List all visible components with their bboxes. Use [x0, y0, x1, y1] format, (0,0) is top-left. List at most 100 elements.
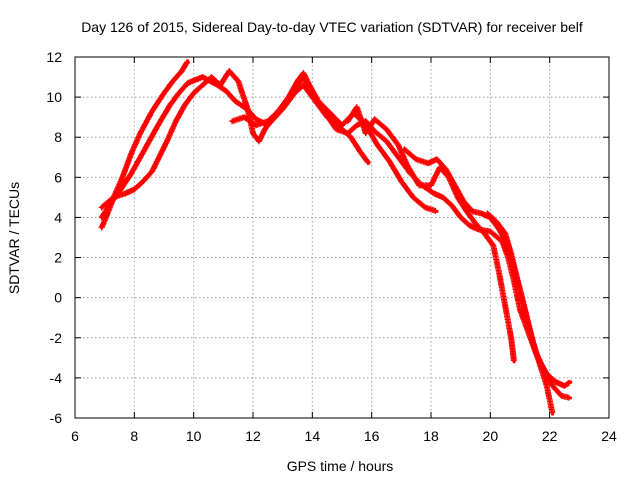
data-point [396, 155, 400, 159]
x-tick-label: 24 [601, 428, 617, 444]
data-point [245, 105, 249, 109]
data-point [373, 129, 377, 133]
data-point [542, 368, 546, 372]
data-point [441, 195, 445, 199]
data-point [435, 209, 439, 213]
data-point [551, 412, 555, 416]
data-point [177, 91, 181, 95]
data-point [355, 105, 359, 109]
data-point [491, 243, 495, 248]
y-tick-label: 2 [54, 250, 62, 266]
data-point [512, 360, 516, 364]
data-point [266, 119, 270, 123]
data-point [132, 187, 136, 191]
data-point [435, 157, 439, 161]
data-point [479, 211, 483, 215]
series-track-2 [98, 74, 371, 221]
x-tick-label: 18 [423, 428, 439, 444]
data-point [568, 396, 573, 400]
data-point [364, 131, 368, 135]
data-point [402, 147, 406, 151]
data-point [411, 195, 415, 199]
data-point [192, 91, 196, 95]
data-point [545, 384, 549, 388]
data-point [171, 79, 175, 83]
data-point [334, 127, 338, 131]
data-point [349, 135, 353, 139]
data-point [399, 179, 403, 183]
data-point [468, 223, 472, 228]
data-point [527, 324, 531, 328]
data-point [218, 83, 222, 87]
x-tick-label: 10 [186, 428, 202, 444]
series-markers [98, 74, 371, 221]
plot-frame [74, 56, 610, 419]
data-point [328, 111, 332, 115]
data-point [129, 151, 133, 155]
data-point [384, 127, 389, 131]
data-point [355, 123, 359, 127]
x-tick-label: 8 [130, 428, 138, 444]
data-point [482, 231, 486, 236]
data-point [209, 75, 214, 79]
data-point [340, 123, 344, 127]
data-point [123, 191, 127, 195]
series-track-5 [344, 104, 517, 364]
data-point [423, 205, 427, 209]
data-point [186, 81, 190, 85]
data-point [129, 171, 133, 175]
x-tick-label: 6 [71, 428, 79, 444]
data-point [405, 163, 409, 167]
data-point [310, 91, 314, 95]
data-point [186, 59, 190, 63]
y-tick-label: 8 [54, 129, 62, 145]
y-tick-label: 6 [54, 169, 62, 185]
y-tick-label: 0 [54, 290, 62, 306]
data-point [301, 75, 305, 79]
data-point [141, 179, 145, 183]
data-point [346, 131, 350, 135]
data-point [387, 159, 392, 163]
data-point [417, 183, 421, 187]
data-point [224, 89, 228, 93]
data-point [559, 394, 564, 398]
data-point [150, 169, 154, 173]
series-track-7 [484, 210, 573, 401]
y-axis-title: SDTVAR / TECUs [6, 182, 22, 294]
data-point [183, 103, 187, 107]
data-point [292, 87, 297, 91]
data-point [376, 143, 380, 147]
data-point [473, 221, 478, 226]
data-point [254, 123, 258, 127]
data-point [156, 123, 160, 127]
data-point [488, 229, 492, 234]
y-tick-label: -6 [50, 410, 63, 426]
y-tick-label: 4 [54, 209, 62, 225]
data-point [367, 161, 371, 165]
y-tick-label: 10 [46, 89, 62, 105]
data-point [426, 161, 430, 165]
data-point [414, 157, 418, 161]
data-point [465, 209, 469, 213]
data-point [453, 183, 457, 187]
data-point [429, 183, 433, 187]
data-point [485, 211, 489, 215]
data-point [509, 251, 513, 256]
data-point [201, 75, 205, 79]
data-point [159, 151, 163, 155]
data-point [242, 115, 246, 119]
data-point [201, 83, 205, 87]
data-series [98, 59, 573, 416]
data-point [551, 384, 555, 388]
data-point [459, 215, 463, 219]
data-point [521, 300, 525, 304]
data-point [180, 69, 184, 73]
data-point [568, 380, 573, 384]
x-tick-label: 22 [542, 428, 558, 444]
data-point [432, 191, 436, 195]
data-point [322, 109, 326, 113]
chart-title: Day 126 of 2015, Sidereal Day-to-day VTE… [81, 19, 583, 35]
y-tick-label: -4 [50, 370, 63, 386]
